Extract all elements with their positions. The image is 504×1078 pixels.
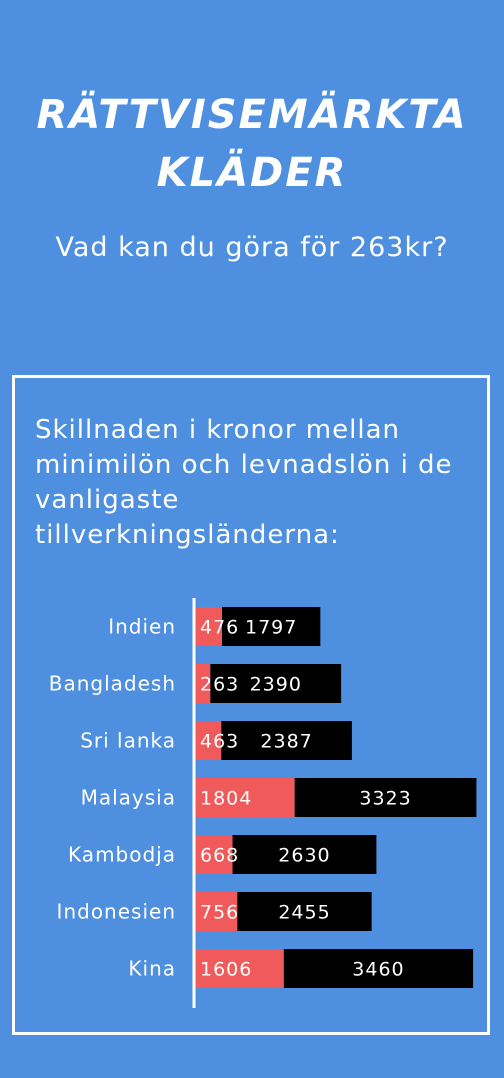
page-title: RÄTTVISEMÄRKTA KLÄDER xyxy=(0,86,504,202)
chart-panel: Skillnaden i kronor mellan minimilön och… xyxy=(12,375,490,1035)
chart-heading: Skillnaden i kronor mellan minimilön och… xyxy=(35,415,453,550)
page-subtitle: Vad kan du göra för 263kr? xyxy=(55,232,449,263)
title-line-1: RÄTTVISEMÄRKTA xyxy=(36,92,468,138)
title-line-2: KLÄDER xyxy=(156,150,348,196)
